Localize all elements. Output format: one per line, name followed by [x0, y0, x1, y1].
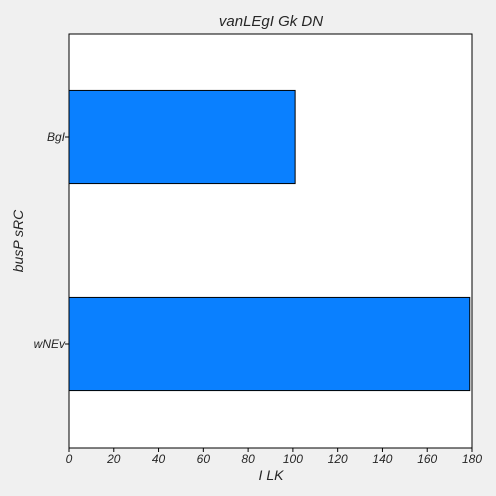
y-tick-label: BgI: [47, 130, 66, 144]
y-tick-label: wNEv: [34, 337, 66, 351]
x-axis-label: I LK: [259, 467, 285, 483]
x-tick-label: 180: [462, 452, 482, 466]
x-tick-label: 120: [328, 452, 348, 466]
y-axis-label: busP sRC: [10, 209, 26, 272]
x-tick-label: 60: [197, 452, 211, 466]
bar-wNEv: [68, 296, 471, 392]
x-tick-label: 140: [372, 452, 392, 466]
x-tick-label: 20: [106, 452, 121, 466]
bar-BgI: [68, 89, 296, 185]
x-tick-label: 40: [152, 452, 166, 466]
x-ticks: 0 20 40 60 80 100 120 140 160 180: [66, 448, 482, 466]
plot-frame: [68, 33, 473, 449]
x-tick-label: 160: [417, 452, 437, 466]
bars-group: [68, 89, 471, 392]
x-tick-label: 80: [241, 452, 255, 466]
chart-title: vanLEgI Gk DN: [219, 13, 323, 30]
x-tick-label: 0: [66, 452, 73, 466]
y-tick-labels: BgI wNEv: [34, 130, 69, 351]
x-tick-label: 100: [283, 452, 303, 466]
